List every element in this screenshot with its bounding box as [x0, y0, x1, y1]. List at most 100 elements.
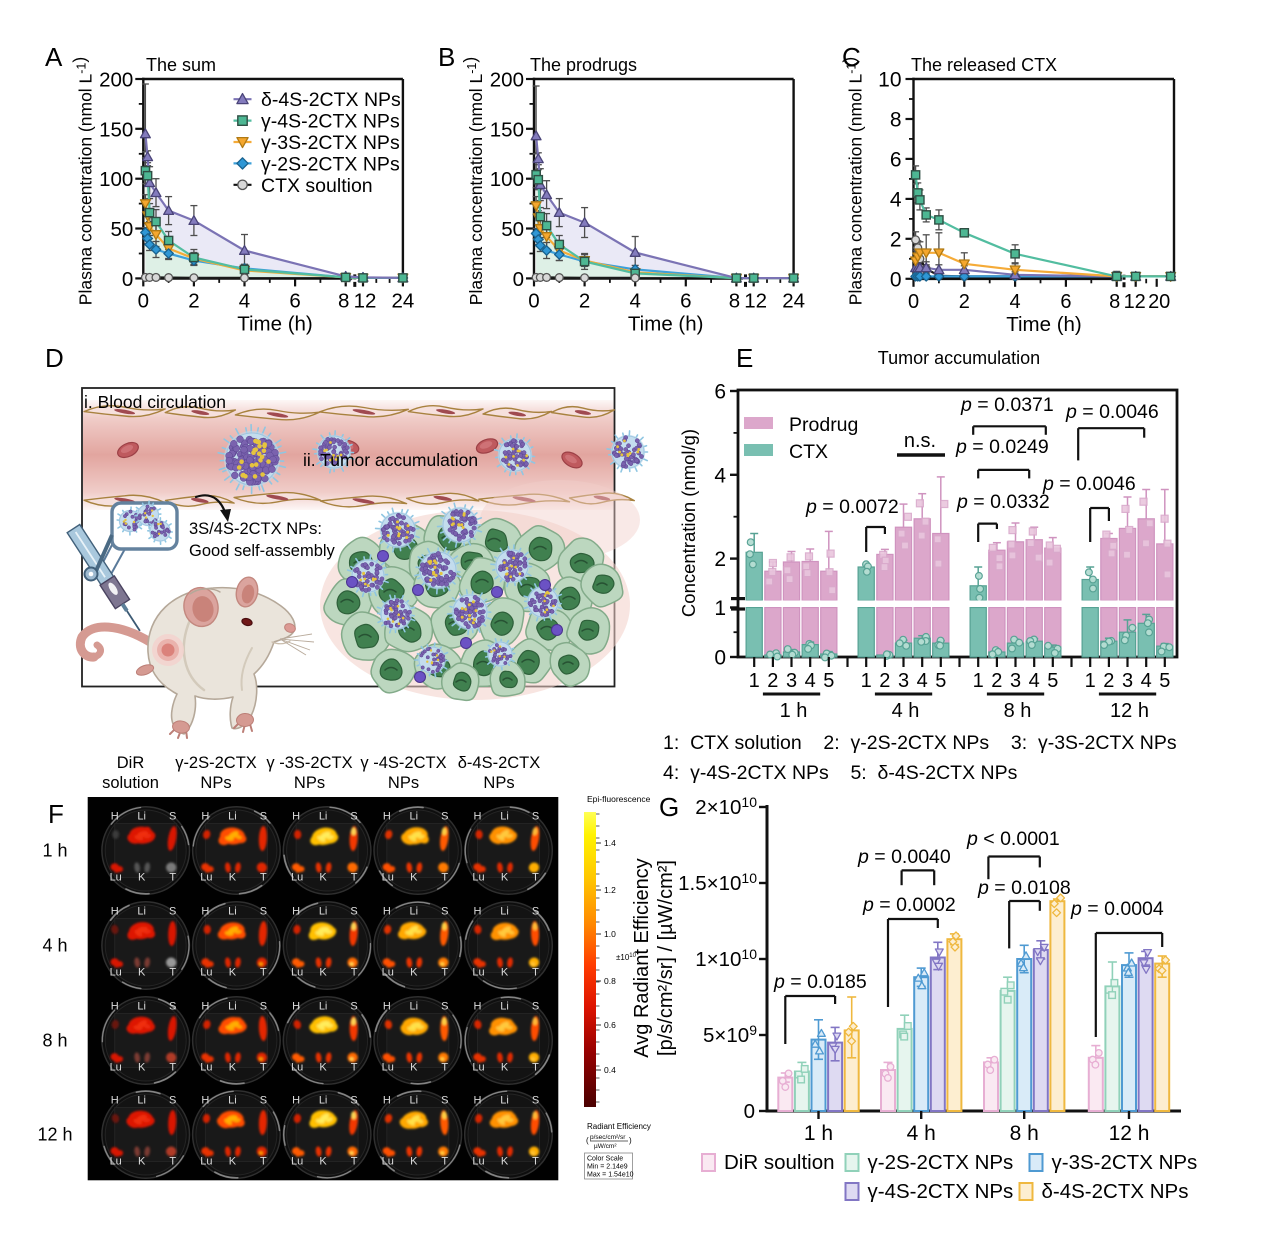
- svg-text:H: H: [383, 906, 391, 918]
- svg-text:Lu: Lu: [200, 967, 212, 979]
- svg-text:Li: Li: [319, 1095, 328, 1107]
- svg-text:Min = 2.14e9: Min = 2.14e9: [587, 1164, 628, 1171]
- svg-text:4: 4: [1141, 670, 1152, 692]
- svg-text:K: K: [138, 1062, 146, 1074]
- svg-text:[p/s/cm²/sr] / [µW/cm²]: [p/s/cm²/sr] / [µW/cm²]: [655, 860, 677, 1056]
- svg-text:1.5×1010: 1.5×1010: [678, 870, 757, 895]
- svg-text:NPs: NPs: [294, 774, 325, 792]
- svg-text:8: 8: [1109, 291, 1120, 313]
- svg-text:T: T: [351, 1156, 358, 1168]
- svg-text:5: 5: [823, 670, 834, 692]
- svg-text:3: 3: [1010, 670, 1021, 692]
- svg-text:Li: Li: [137, 906, 146, 918]
- svg-text:50: 50: [501, 218, 524, 241]
- svg-text:K: K: [319, 967, 327, 979]
- svg-text:Plasma concentration (nmol L-1: Plasma concentration (nmol L-1): [69, 57, 95, 305]
- svg-text:G: G: [659, 792, 679, 822]
- svg-text:Plasma concentration (nmol L-1: Plasma concentration (nmol L-1): [460, 57, 486, 305]
- svg-text:2: 2: [890, 228, 902, 251]
- svg-text:K: K: [410, 1156, 418, 1168]
- svg-text:K: K: [501, 872, 509, 884]
- svg-text:H: H: [383, 811, 391, 823]
- svg-text:2: 2: [714, 548, 726, 571]
- svg-text:Prodrug: Prodrug: [789, 414, 858, 436]
- svg-text:Li: Li: [500, 1001, 509, 1013]
- svg-text:p = 0.0108: p = 0.0108: [977, 877, 1071, 899]
- svg-text:T: T: [441, 872, 448, 884]
- svg-text:6: 6: [714, 381, 726, 404]
- svg-text:D: D: [45, 343, 64, 373]
- svg-text:C: C: [842, 42, 861, 72]
- svg-text:p = 0.0046: p = 0.0046: [1042, 473, 1136, 495]
- svg-text:S: S: [532, 1095, 539, 1107]
- svg-text:DiR soultion: DiR soultion: [724, 1151, 835, 1174]
- svg-text:K: K: [501, 967, 509, 979]
- svg-text:2: 2: [959, 291, 970, 313]
- svg-text:0: 0: [513, 268, 524, 291]
- svg-text:Max = 1.54e10: Max = 1.54e10: [587, 1172, 634, 1179]
- svg-text:H: H: [111, 1001, 119, 1013]
- svg-text:Time (h): Time (h): [1006, 313, 1082, 336]
- svg-text:K: K: [138, 872, 146, 884]
- svg-text:CTX soultion: CTX soultion: [261, 175, 373, 197]
- svg-text:S: S: [169, 906, 176, 918]
- svg-text:S: S: [260, 1095, 267, 1107]
- svg-text:p < 0.0001: p < 0.0001: [966, 828, 1060, 850]
- svg-text:3: 3: [1122, 670, 1133, 692]
- svg-text:0: 0: [714, 647, 726, 670]
- svg-text:T: T: [169, 967, 176, 979]
- svg-text:S: S: [350, 811, 357, 823]
- svg-text:Li: Li: [410, 1095, 419, 1107]
- svg-text:γ-2S-2CTX: γ-2S-2CTX: [175, 754, 257, 772]
- svg-text:Li: Li: [137, 1095, 146, 1107]
- svg-text:S: S: [260, 811, 267, 823]
- svg-text:T: T: [351, 872, 358, 884]
- svg-text:Lu: Lu: [291, 872, 303, 884]
- svg-text:2: 2: [991, 670, 1002, 692]
- svg-text:ii. Tumor accumulation: ii. Tumor accumulation: [303, 450, 478, 470]
- svg-text:Time (h): Time (h): [628, 312, 704, 335]
- svg-text:Li: Li: [410, 906, 419, 918]
- svg-text:Good self-assembly: Good self-assembly: [189, 542, 336, 560]
- svg-text:5: 5: [1047, 670, 1058, 692]
- svg-text:2: 2: [767, 670, 778, 692]
- svg-text:200: 200: [99, 69, 133, 92]
- svg-text:12 h: 12 h: [37, 1125, 72, 1145]
- svg-text:Lu: Lu: [472, 1156, 484, 1168]
- svg-text:The prodrugs: The prodrugs: [530, 55, 637, 75]
- svg-text:n.s.: n.s.: [904, 430, 936, 452]
- svg-text:12 h: 12 h: [1110, 700, 1149, 722]
- svg-text:Lu: Lu: [110, 872, 122, 884]
- svg-text:γ-2S-2CTX NPs: γ-2S-2CTX NPs: [868, 1151, 1014, 1174]
- svg-text:1: CTX solution 2: γ-2S-2: 1: CTX solution 2: γ-2S-2CTX NPs 3: γ-3S…: [663, 732, 1177, 754]
- svg-text:Li: Li: [500, 1095, 509, 1107]
- svg-text:T: T: [169, 872, 176, 884]
- svg-text:6: 6: [289, 289, 300, 312]
- svg-text:8 h: 8 h: [1004, 700, 1032, 722]
- svg-text:µW/cm²: µW/cm²: [594, 1143, 617, 1150]
- svg-text:H: H: [111, 811, 119, 823]
- svg-text:K: K: [319, 1156, 327, 1168]
- svg-text:Avg Radiant Efficiency: Avg Radiant Efficiency: [631, 858, 653, 1057]
- svg-text:1 h: 1 h: [804, 1122, 833, 1145]
- svg-text:H: H: [111, 906, 119, 918]
- svg-text:Lu: Lu: [291, 1062, 303, 1074]
- svg-text:Lu: Lu: [200, 1156, 212, 1168]
- svg-text:Lu: Lu: [110, 1156, 122, 1168]
- svg-text:2: 2: [879, 670, 890, 692]
- svg-text:Li: Li: [319, 811, 328, 823]
- svg-text:8 h: 8 h: [42, 1031, 67, 1051]
- svg-text:Tumor accumulation: Tumor accumulation: [878, 348, 1040, 368]
- svg-text:4 h: 4 h: [42, 936, 67, 956]
- svg-text:T: T: [169, 1156, 176, 1168]
- svg-text:4 h: 4 h: [892, 700, 920, 722]
- svg-text:0: 0: [122, 268, 133, 291]
- svg-text:12: 12: [744, 289, 767, 312]
- svg-text:K: K: [319, 1062, 327, 1074]
- svg-text:p/sec/cm²/sr: p/sec/cm²/sr: [590, 1134, 626, 1141]
- svg-text:H: H: [292, 1095, 300, 1107]
- svg-text:1.4: 1.4: [604, 838, 616, 848]
- svg-text:Lu: Lu: [291, 967, 303, 979]
- svg-text:S: S: [441, 1001, 448, 1013]
- svg-text:12: 12: [1124, 291, 1146, 313]
